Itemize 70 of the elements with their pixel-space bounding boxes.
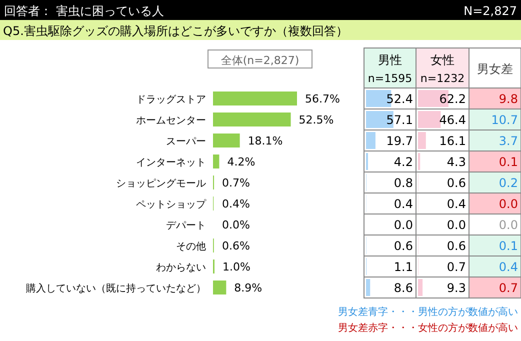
data-label: 1.1 bbox=[394, 260, 413, 274]
chart-subtitle: n=1232 bbox=[420, 72, 465, 85]
data-label: 0.7 bbox=[498, 281, 518, 295]
data-label: 0.6 bbox=[394, 239, 413, 253]
y-tick-label: ホームセンター bbox=[136, 116, 206, 126]
data-label: 0.8 bbox=[394, 176, 413, 190]
data-label: 0.0 bbox=[446, 218, 466, 232]
data-label: 46.4 bbox=[439, 113, 466, 127]
data-label: 0.0 bbox=[498, 197, 518, 211]
text: 全体(n=2,827) bbox=[220, 54, 300, 67]
bar bbox=[213, 112, 291, 126]
data-label: 4.3 bbox=[446, 155, 466, 169]
data-label: 18.1% bbox=[248, 134, 283, 148]
data-label: 8.6 bbox=[394, 281, 413, 295]
data-label: 62.2 bbox=[439, 92, 466, 106]
y-tick-label: ペットショップ bbox=[136, 198, 207, 210]
y-tick-label: スーパー bbox=[166, 136, 206, 148]
data-label: 0.6 bbox=[446, 239, 466, 253]
bar bbox=[418, 132, 426, 149]
data-label: 56.7% bbox=[305, 92, 340, 106]
data-label: 52.5% bbox=[298, 114, 334, 126]
data-label: 0.0% bbox=[222, 218, 250, 232]
data-label: 9.3 bbox=[446, 281, 466, 295]
data-label: 19.7 bbox=[386, 134, 413, 148]
data-label: 0.2 bbox=[498, 176, 518, 190]
data-label: 0.1 bbox=[498, 239, 518, 253]
text: 男女差赤字・・・女性の方が数値が高い bbox=[338, 322, 518, 334]
data-label: 1.0% bbox=[222, 260, 250, 274]
data-label: 0.4 bbox=[394, 197, 413, 211]
bar bbox=[418, 279, 423, 296]
chart-subtitle: n=1595 bbox=[368, 72, 412, 85]
text: 男女差青字・・・男性の方が数値が高い bbox=[338, 306, 518, 318]
bar bbox=[213, 134, 240, 148]
y-tick-label: その他 bbox=[176, 240, 206, 252]
data-label: 0.4% bbox=[222, 198, 250, 210]
y-tick-label: インターネット bbox=[136, 158, 206, 168]
data-label: 0.6 bbox=[446, 176, 466, 190]
y-tick-label: ドラッグストア bbox=[136, 94, 206, 106]
data-label: 52.4 bbox=[386, 92, 413, 106]
bar bbox=[366, 279, 370, 296]
data-label: 0.4 bbox=[446, 197, 466, 211]
text: N=2,827 bbox=[464, 4, 517, 18]
data-label: 3.7 bbox=[498, 134, 518, 148]
data-label: 4.2 bbox=[394, 155, 413, 169]
text: 回答者： 害虫に困っている人 bbox=[4, 4, 164, 18]
bar bbox=[366, 132, 376, 149]
data-label: 0.0 bbox=[394, 218, 413, 232]
data-label: 0.1 bbox=[498, 155, 518, 169]
data-label: 8.9% bbox=[234, 282, 262, 294]
data-label: 0.7 bbox=[446, 260, 466, 274]
data-label: 0.7% bbox=[222, 176, 250, 190]
data-label: 4.2% bbox=[227, 156, 256, 168]
bar bbox=[213, 154, 220, 168]
data-label: 0.4 bbox=[498, 260, 518, 274]
data-label: 0.6% bbox=[222, 240, 250, 252]
y-tick-label: 購入していない（既に持っていたなど） bbox=[26, 282, 206, 294]
y-tick-label: ショッピングモール bbox=[116, 178, 206, 190]
y-tick-label: わからない bbox=[156, 262, 206, 274]
bar bbox=[213, 92, 297, 106]
chart-title: Q5.害虫駆除グッズの購入場所はどこが多いですか（複数回答） bbox=[3, 24, 348, 38]
data-label: 9.8 bbox=[498, 92, 518, 106]
data-label: 57.1 bbox=[386, 113, 413, 127]
bar bbox=[213, 280, 226, 294]
data-label: 16.1 bbox=[439, 134, 466, 148]
data-label: 0.0 bbox=[498, 218, 518, 232]
y-tick-label: デパート bbox=[166, 220, 206, 232]
chart-title: 女性 bbox=[430, 53, 454, 67]
data-label: 10.7 bbox=[491, 113, 518, 127]
chart-title: 男性 bbox=[378, 53, 402, 67]
x-tick-label: 男女差 bbox=[477, 62, 513, 76]
